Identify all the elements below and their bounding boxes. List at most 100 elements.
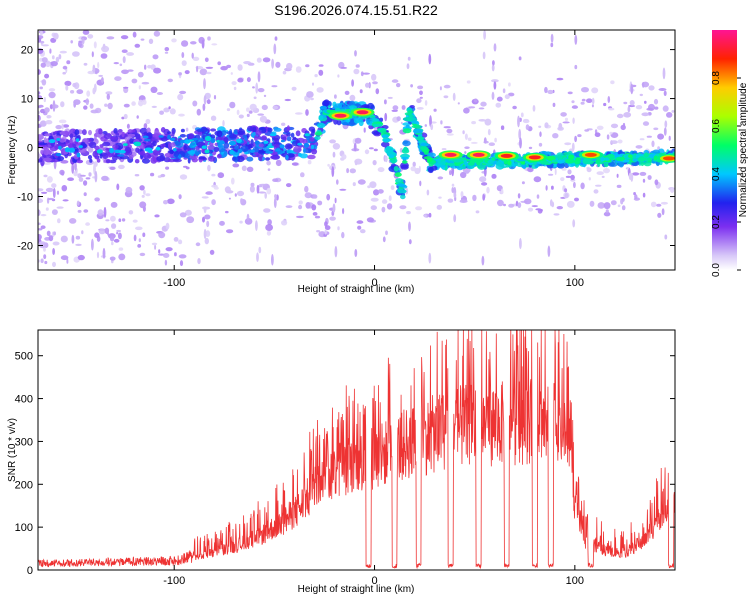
spectrogram-speckle <box>231 81 237 86</box>
spectrogram-band-blob <box>98 128 103 135</box>
spectrogram-speckle <box>38 209 41 217</box>
spectrogram-speckle <box>264 192 268 199</box>
spectrogram-speckle <box>408 221 411 232</box>
spectrogram-speckle <box>577 134 582 138</box>
spectrogram-speckle <box>271 253 274 266</box>
spectrogram-band-core <box>557 154 563 160</box>
spectrogram-speckle <box>121 116 125 120</box>
spectrogram-speckle <box>43 247 46 252</box>
spectrogram-speckle <box>207 164 211 172</box>
spectrogram-band-core <box>68 147 76 153</box>
spectrogram-band-core <box>228 140 237 146</box>
colorbar-tick-label: 0.0 <box>711 263 722 277</box>
spectrogram-speckle <box>332 143 341 150</box>
spectrogram-band-core <box>396 183 406 187</box>
spectrogram-speckle <box>90 109 99 114</box>
spectrogram-band-blob <box>198 156 205 160</box>
spectrogram-speckle <box>547 89 554 95</box>
spectrogram-band-blob <box>117 129 123 133</box>
spectrogram-speckle <box>85 98 90 106</box>
spectrogram-speckle <box>266 187 272 195</box>
spectrogram-band-blob <box>295 130 301 137</box>
snr-frame <box>37 329 676 571</box>
spectrogram-speckle <box>93 83 97 93</box>
snr-y-tick-label: 200 <box>15 479 33 491</box>
spectrogram-speckle <box>249 185 255 193</box>
spectrogram-speckle <box>139 185 145 191</box>
spectrogram-band-blob <box>60 160 69 164</box>
spectrogram-speckle <box>120 35 129 40</box>
spectrogram-peak <box>662 156 675 161</box>
spectrogram-speckle <box>98 74 103 77</box>
spectrogram-speckle <box>586 167 592 173</box>
spectrogram-band-core <box>254 140 260 145</box>
spectrogram-speckle <box>137 71 144 78</box>
spectrogram-speckle <box>103 206 107 218</box>
spectrogram-band-core <box>64 147 70 153</box>
spectrogram-speckle <box>610 200 617 206</box>
spectrogram-band-blob <box>400 164 409 170</box>
spectrogram-speckle <box>151 242 158 246</box>
spectrogram-speckle <box>550 42 554 48</box>
spectrogram-speckle <box>257 88 265 93</box>
spectrogram-speckle <box>202 103 206 112</box>
spectrogram-speckle <box>547 245 551 258</box>
spectrogram-speckle <box>567 169 572 175</box>
spectrogram-speckle <box>122 56 126 64</box>
spectrogram-speckle <box>203 78 206 90</box>
spectrogram-speckle <box>86 90 91 97</box>
spectrogram-band-blob <box>255 130 262 136</box>
spectrogram-speckle <box>594 132 601 137</box>
spectrogram-band-blob <box>109 136 117 140</box>
spectrogram-speckle <box>491 64 495 72</box>
spectrogram-band-core <box>397 189 407 194</box>
spectrogram-speckle <box>144 64 147 70</box>
spectrogram-speckle <box>464 151 467 154</box>
spectrogram-speckle <box>192 100 198 107</box>
colorbar-label: Normalized spectral amplitude <box>738 82 749 217</box>
spectrogram-band-core <box>190 142 196 146</box>
spectrogram-speckle <box>88 172 92 177</box>
spectrogram-band-blob <box>146 127 151 134</box>
spectrogram-speckle <box>70 90 75 94</box>
spectrogram-speckle <box>580 182 585 190</box>
spectrogram-speckle <box>142 232 146 238</box>
spectrogram-speckle <box>62 124 70 128</box>
spectrogram-speckle <box>153 67 162 74</box>
spectrogram-speckle <box>385 230 388 236</box>
spectrogram-band-blob <box>87 155 93 160</box>
spectrogram-speckle <box>48 235 54 242</box>
spectrogram-speckle <box>574 197 579 202</box>
spectrogram-speckle <box>369 181 377 189</box>
spectrogram-speckle <box>635 105 643 110</box>
spectrogram-speckle <box>275 159 282 167</box>
spectrogram-speckle <box>93 41 97 49</box>
spectrogram-speckle <box>658 88 667 91</box>
spectrogram-speckle <box>83 105 88 110</box>
spectrogram-speckle <box>273 43 277 55</box>
spectrogram-speckle <box>282 70 287 75</box>
spectrogram-speckle <box>131 101 136 106</box>
spectrogram-peak <box>444 152 457 157</box>
spectrogram-speckle <box>437 176 444 180</box>
spectrogram-speckle <box>603 202 611 210</box>
spectrogram-speckle <box>230 72 233 75</box>
snr-ticks: -100 0 100 0 100 200 300 400 500 <box>15 330 675 587</box>
spectrogram-band-core <box>565 158 575 164</box>
spectrogram-band-core <box>615 156 625 162</box>
spectrogram-band-core <box>402 128 412 134</box>
spectrogram-band-core <box>133 141 142 147</box>
spectrogram-speckle <box>451 187 455 193</box>
spectrogram-band-blob <box>261 135 267 141</box>
spectrogram-speckle <box>628 172 632 180</box>
spectrogram-band-core <box>412 129 423 134</box>
spectrogram-speckle <box>236 190 245 197</box>
spectrogram-speckle <box>545 185 548 191</box>
spectrogram-y-tick-label: 0 <box>27 143 33 155</box>
spectrogram-speckle <box>229 101 236 109</box>
spectrogram-speckle <box>457 102 460 105</box>
spectrogram-speckle <box>160 173 166 178</box>
spectrogram-speckle <box>228 197 231 200</box>
spectrogram-speckle <box>349 94 356 102</box>
spectrogram-speckle <box>101 77 104 84</box>
